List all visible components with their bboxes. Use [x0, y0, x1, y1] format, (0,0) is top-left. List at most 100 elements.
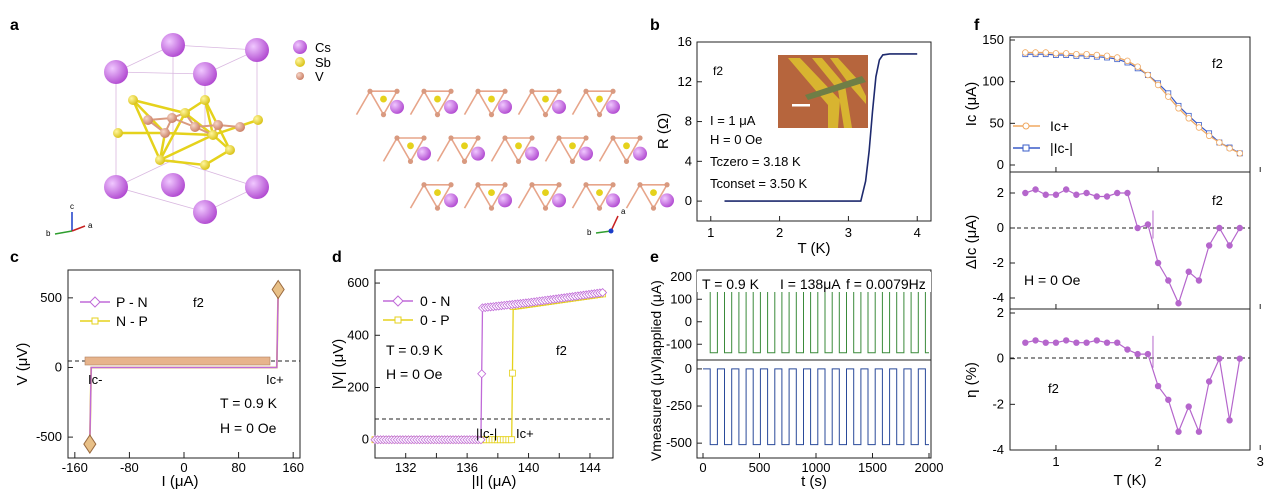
- v-atom: [610, 88, 616, 94]
- sb-atom: [542, 95, 549, 103]
- kagome-lattice-top-view: [355, 88, 674, 211]
- sb-atom: [380, 95, 387, 103]
- f-point: [1103, 339, 1111, 346]
- f-point: [1195, 277, 1203, 284]
- f-point: [1042, 191, 1049, 198]
- f-point: [1083, 189, 1090, 197]
- legend-d: 0 - N 0 - P: [383, 293, 450, 328]
- v-atom: [488, 112, 495, 118]
- svg-text:t (s): t (s): [801, 473, 827, 490]
- svg-text:Iapplied (μA): Iapplied (μA): [648, 280, 664, 360]
- f-point: [1144, 350, 1152, 358]
- f-point: [1103, 193, 1111, 200]
- v-atom: [421, 182, 427, 188]
- cs-atom: [606, 99, 620, 114]
- f-point: [1093, 337, 1101, 344]
- f-point: [1124, 57, 1131, 65]
- v-atom: [623, 158, 630, 164]
- sb-atom: [488, 95, 495, 103]
- v-atom: [542, 205, 549, 211]
- svg-text:N - P: N - P: [116, 313, 148, 329]
- f-point: [1134, 224, 1141, 232]
- ic-minus-label: Ic-: [88, 372, 102, 387]
- f-ytick3-label: -2: [992, 396, 1004, 411]
- svg-text:V (μV): V (μV): [14, 343, 31, 386]
- svg-text:Ic+: Ic+: [1050, 118, 1069, 134]
- b-xtick-label: 4: [914, 225, 921, 240]
- cs-atom: [660, 193, 674, 208]
- f-xtick-label: 2: [1154, 454, 1161, 469]
- svg-text:T = 0.9 K: T = 0.9 K: [386, 342, 444, 358]
- f-series-line: [1025, 339, 1241, 434]
- svg-text:I = 138μA: I = 138μA: [780, 276, 841, 292]
- cs-atom: [525, 146, 539, 161]
- d-point: [508, 436, 516, 444]
- svg-text:Sb: Sb: [315, 55, 331, 70]
- sb-atom: [596, 95, 603, 103]
- device-inset-photo: [778, 55, 868, 128]
- f-ytick3-label: -4: [992, 442, 1004, 457]
- f-point: [1165, 277, 1172, 284]
- v-atom: [448, 182, 454, 188]
- f-point: [1134, 63, 1141, 70]
- svg-text:f2: f2: [1212, 193, 1223, 208]
- v-atom: [610, 182, 616, 188]
- b-ytick-label: 12: [678, 74, 692, 89]
- svg-text:T = 0.9 K: T = 0.9 K: [220, 395, 278, 411]
- svg-text:V: V: [315, 69, 324, 84]
- f-point: [1175, 300, 1182, 307]
- svg-text:ΔIc (μA): ΔIc (μA): [963, 215, 980, 270]
- v-atom: [475, 88, 481, 94]
- cs-atom: [552, 99, 566, 114]
- svg-text:|I| (μA): |I| (μA): [472, 473, 517, 490]
- v-atom: [542, 112, 549, 118]
- v-atom: [637, 135, 643, 141]
- f-point: [1175, 428, 1182, 435]
- f-point: [1083, 339, 1090, 346]
- f-point: [1093, 51, 1101, 59]
- f-ytick2-label: -2: [992, 255, 1004, 270]
- f-point: [1022, 339, 1029, 346]
- panel-f-label: f: [974, 17, 980, 34]
- f-ytick2-label: -4: [992, 290, 1004, 305]
- cs-atom: [444, 99, 458, 114]
- sb-atom: [569, 142, 576, 150]
- f-series-line: [1025, 188, 1241, 305]
- atom-legend: Cs Sb V: [293, 40, 331, 84]
- f-point: [1165, 396, 1172, 403]
- svg-text:Cs: Cs: [315, 40, 331, 55]
- f-ytick1-label: 150: [982, 32, 1004, 47]
- sb-atom: [488, 189, 495, 196]
- b-ytick-label: 16: [678, 34, 692, 49]
- b-xtick-label: 2: [776, 225, 783, 240]
- f-xtick-label: 1: [1052, 454, 1059, 469]
- cs-atom: [417, 146, 431, 161]
- f-point: [1144, 71, 1152, 79]
- d-ytick-label: 600: [347, 275, 369, 290]
- cs-atom: [498, 193, 512, 208]
- v-atom: [596, 112, 603, 118]
- v-atom: [475, 182, 481, 188]
- e-xtick-label: 1500: [858, 460, 887, 475]
- sb-atom: [623, 142, 630, 150]
- d-point: [509, 369, 516, 377]
- f-point: [1236, 224, 1243, 232]
- f-ytick1-label: 100: [982, 74, 1004, 89]
- v-atom: [502, 135, 508, 141]
- f-point: [1073, 50, 1080, 58]
- e-ytick-label: -250: [666, 398, 692, 413]
- f-point: [1216, 139, 1223, 146]
- svg-text:η (%): η (%): [963, 362, 980, 398]
- c-ytick-label: 500: [40, 290, 62, 305]
- svg-text:c: c: [70, 202, 74, 211]
- svg-text:|V| (μV): |V| (μV): [330, 339, 347, 390]
- sb-atom: [434, 189, 441, 196]
- f-point: [1032, 337, 1039, 344]
- svg-text:R (Ω): R (Ω): [655, 113, 672, 149]
- panel-d-label: d: [332, 249, 342, 266]
- svg-text:H = 0 Oe: H = 0 Oe: [220, 420, 277, 436]
- f-point: [1103, 52, 1111, 60]
- svg-text:a: a: [88, 221, 93, 230]
